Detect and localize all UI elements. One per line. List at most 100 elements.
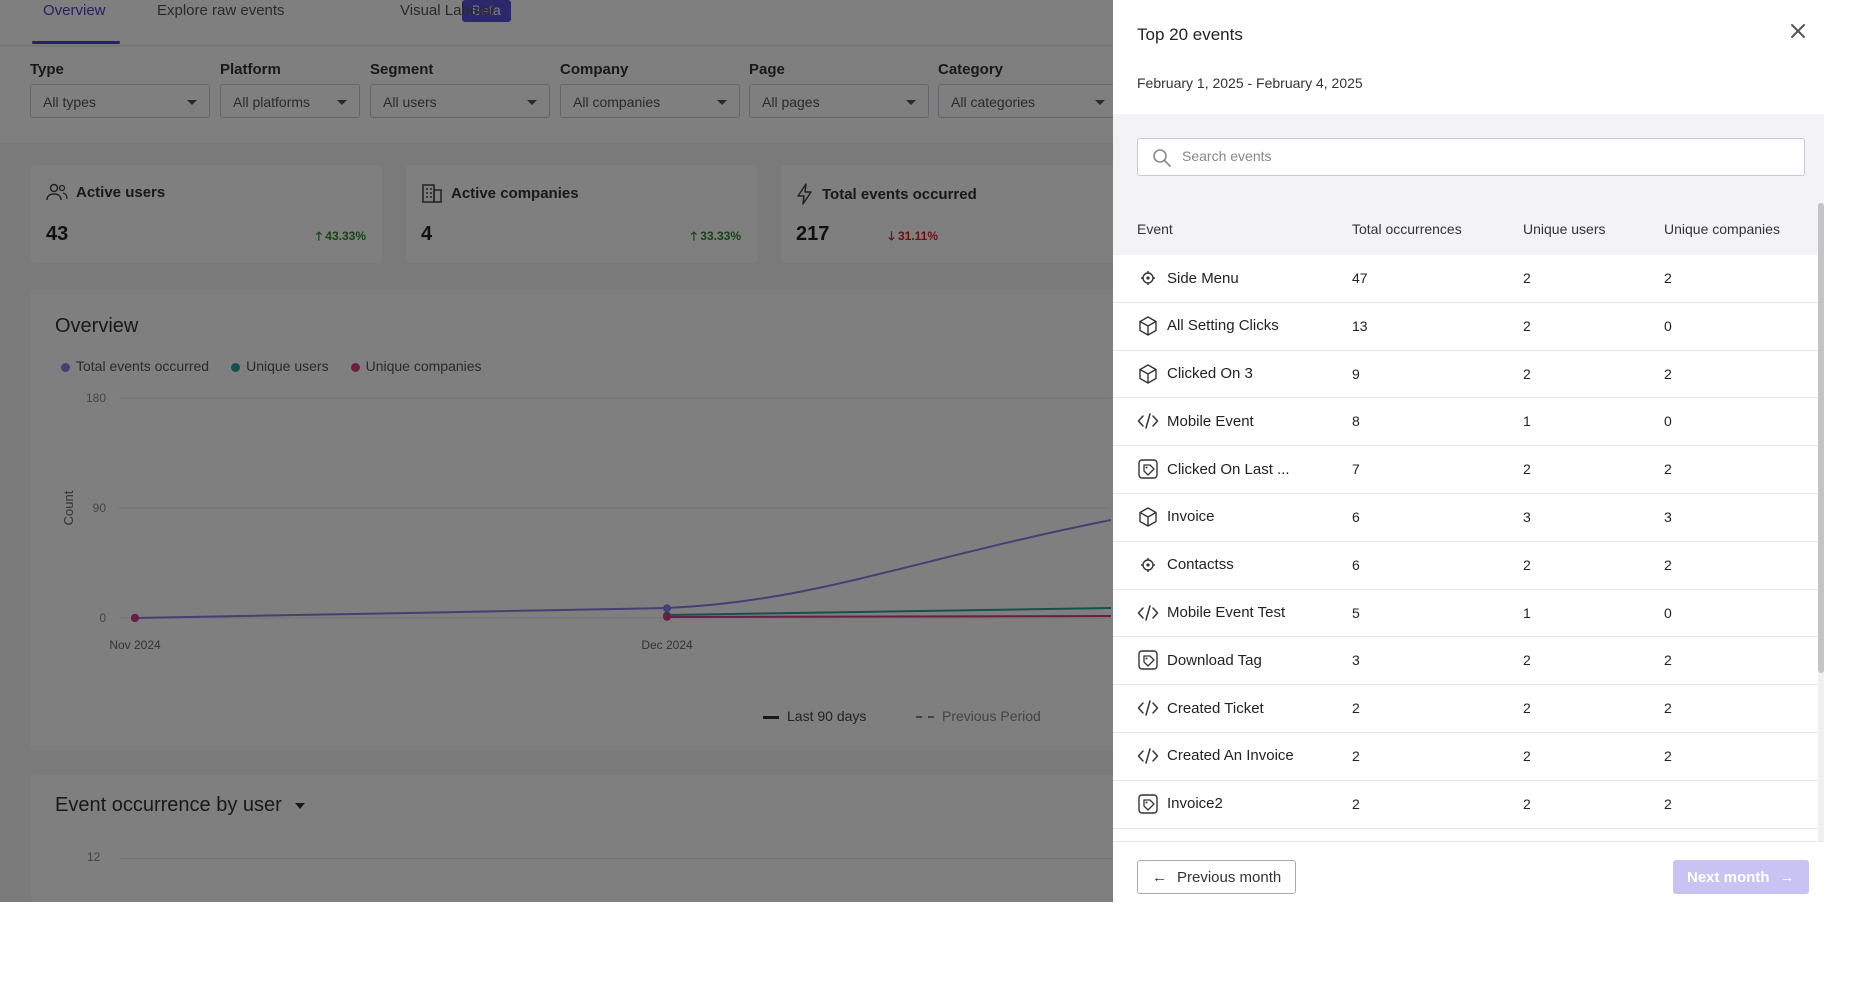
close-icon xyxy=(1791,24,1805,38)
page-bottom-area xyxy=(0,902,1867,992)
search-input[interactable] xyxy=(1182,148,1782,164)
date-range: February 1, 2025 - February 4, 2025 xyxy=(1137,75,1363,91)
column-header-unique-companies[interactable]: Unique companies xyxy=(1664,221,1780,237)
cube-icon xyxy=(1137,506,1159,528)
scrollbar-thumb[interactable] xyxy=(1818,203,1824,673)
event-name: Download Tag xyxy=(1167,651,1262,669)
table-row[interactable]: Clicked On Last ... 7 2 2 xyxy=(1113,446,1818,494)
tag-icon xyxy=(1137,793,1159,815)
next-month-label: Next month xyxy=(1687,868,1770,886)
unique-companies-cell: 2 xyxy=(1664,461,1672,478)
unique-companies-cell: 2 xyxy=(1664,270,1672,286)
cube-icon xyxy=(1137,315,1159,337)
unique-companies-cell: 0 xyxy=(1664,413,1672,430)
total-occurrences-cell: 8 xyxy=(1352,413,1360,430)
event-name: Mobile Event xyxy=(1167,412,1254,430)
event-name-cell: Side Menu xyxy=(1137,267,1239,289)
total-occurrences-cell: 13 xyxy=(1352,317,1368,334)
event-name: Mobile Event Test xyxy=(1167,604,1286,622)
table-row[interactable]: Clicked On 3 9 2 2 xyxy=(1113,351,1818,399)
table-row[interactable]: Contactss 6 2 2 xyxy=(1113,542,1818,590)
column-header-unique-users[interactable]: Unique users xyxy=(1523,221,1606,237)
code-icon xyxy=(1137,602,1159,624)
event-name: Clicked On 3 xyxy=(1167,365,1253,383)
unique-companies-cell: 2 xyxy=(1664,365,1672,382)
table-row[interactable]: Invoice2 2 2 2 xyxy=(1113,781,1818,829)
unique-users-cell: 2 xyxy=(1523,365,1531,382)
unique-companies-cell: 0 xyxy=(1664,604,1672,621)
unique-users-cell: 2 xyxy=(1523,317,1531,334)
table-row[interactable]: Mobile Event Test 5 1 0 xyxy=(1113,590,1818,638)
table-row[interactable]: Created Ticket 2 2 2 xyxy=(1113,685,1818,733)
event-name: Invoice xyxy=(1167,508,1215,526)
total-occurrences-cell: 9 xyxy=(1352,365,1360,382)
drawer-title: Top 20 events xyxy=(1137,25,1243,44)
event-name-cell: Contactss xyxy=(1137,554,1234,576)
code-icon xyxy=(1137,410,1159,432)
unique-companies-cell: 3 xyxy=(1664,508,1672,525)
search-box[interactable] xyxy=(1137,138,1805,176)
table-row[interactable]: Download Tag 3 2 2 xyxy=(1113,637,1818,686)
event-name: Contactss xyxy=(1167,556,1234,574)
event-name-cell: Download Tag xyxy=(1137,649,1262,671)
table-row[interactable]: Mobile Event 8 1 0 xyxy=(1113,398,1818,447)
column-header-total-occurrences[interactable]: Total occurrences xyxy=(1352,221,1462,237)
column-header-event[interactable]: Event xyxy=(1137,221,1173,237)
event-name-cell: Clicked On 3 xyxy=(1137,363,1253,385)
event-name-cell: Invoice xyxy=(1137,506,1215,528)
unique-companies-cell: 2 xyxy=(1664,556,1672,573)
unique-users-cell: 3 xyxy=(1523,508,1531,525)
event-name-cell: Mobile Event Test xyxy=(1137,602,1285,624)
table-row[interactable]: All Setting Clicks 13 2 0 xyxy=(1113,303,1818,351)
target-icon xyxy=(1137,554,1159,576)
total-occurrences-cell: 5 xyxy=(1352,604,1360,621)
event-name-cell: Clicked On Last ... xyxy=(1137,458,1290,480)
arrow-right-icon: → xyxy=(1779,868,1795,886)
unique-users-cell: 1 xyxy=(1523,604,1531,621)
modal-backdrop[interactable] xyxy=(0,0,1113,902)
event-name-cell: Created Ticket xyxy=(1137,697,1264,719)
close-button[interactable] xyxy=(1787,20,1809,42)
event-name: Clicked On Last ... xyxy=(1167,460,1290,478)
total-occurrences-cell: 2 xyxy=(1352,700,1360,717)
total-occurrences-cell: 2 xyxy=(1352,795,1360,812)
arrow-left-icon: ← xyxy=(1152,868,1167,886)
unique-users-cell: 2 xyxy=(1523,461,1531,478)
event-name: All Setting Clicks xyxy=(1167,317,1279,335)
search-icon xyxy=(1153,149,1171,167)
target-icon xyxy=(1137,267,1159,289)
event-name-cell: Invoice2 xyxy=(1137,793,1223,815)
tag-icon xyxy=(1137,458,1159,480)
unique-companies-cell: 2 xyxy=(1664,652,1672,669)
table-row[interactable]: Side Menu 47 2 2 xyxy=(1113,255,1818,303)
tag-icon xyxy=(1137,649,1159,671)
unique-users-cell: 2 xyxy=(1523,652,1531,669)
previous-month-label: Previous month xyxy=(1177,868,1282,886)
unique-users-cell: 2 xyxy=(1523,747,1531,764)
event-name: Created Ticket xyxy=(1167,699,1264,717)
unique-companies-cell: 2 xyxy=(1664,795,1672,812)
unique-users-cell: 2 xyxy=(1523,556,1531,573)
unique-users-cell: 1 xyxy=(1523,413,1531,430)
event-name: Side Menu xyxy=(1167,269,1239,287)
table-scrollbar[interactable] xyxy=(1818,203,1824,841)
cube-icon xyxy=(1137,363,1159,385)
total-occurrences-cell: 47 xyxy=(1352,270,1368,286)
events-table-body: Side Menu 47 2 2 All Setting Clicks 13 2 0 Click… xyxy=(1113,255,1818,841)
previous-month-button[interactable]: ← Previous month xyxy=(1137,860,1297,894)
unique-users-cell: 2 xyxy=(1523,270,1531,286)
unique-companies-cell: 2 xyxy=(1664,747,1672,764)
event-name: Created An Invoice xyxy=(1167,747,1294,765)
code-icon xyxy=(1137,697,1159,719)
drawer-footer: ← Previous month Next month → xyxy=(1113,841,1824,902)
event-name-cell: All Setting Clicks xyxy=(1137,315,1279,337)
total-occurrences-cell: 6 xyxy=(1352,556,1360,573)
next-month-button[interactable]: Next month → xyxy=(1673,860,1809,894)
table-header: Event Total occurrences Unique users Uni… xyxy=(1113,203,1818,255)
event-name-cell: Mobile Event xyxy=(1137,410,1254,432)
unique-companies-cell: 2 xyxy=(1664,700,1672,717)
event-name: Invoice2 xyxy=(1167,795,1223,813)
table-row[interactable]: Invoice 6 3 3 xyxy=(1113,494,1818,542)
table-row[interactable]: Created An Invoice 2 2 2 xyxy=(1113,733,1818,781)
unique-companies-cell: 0 xyxy=(1664,317,1672,334)
